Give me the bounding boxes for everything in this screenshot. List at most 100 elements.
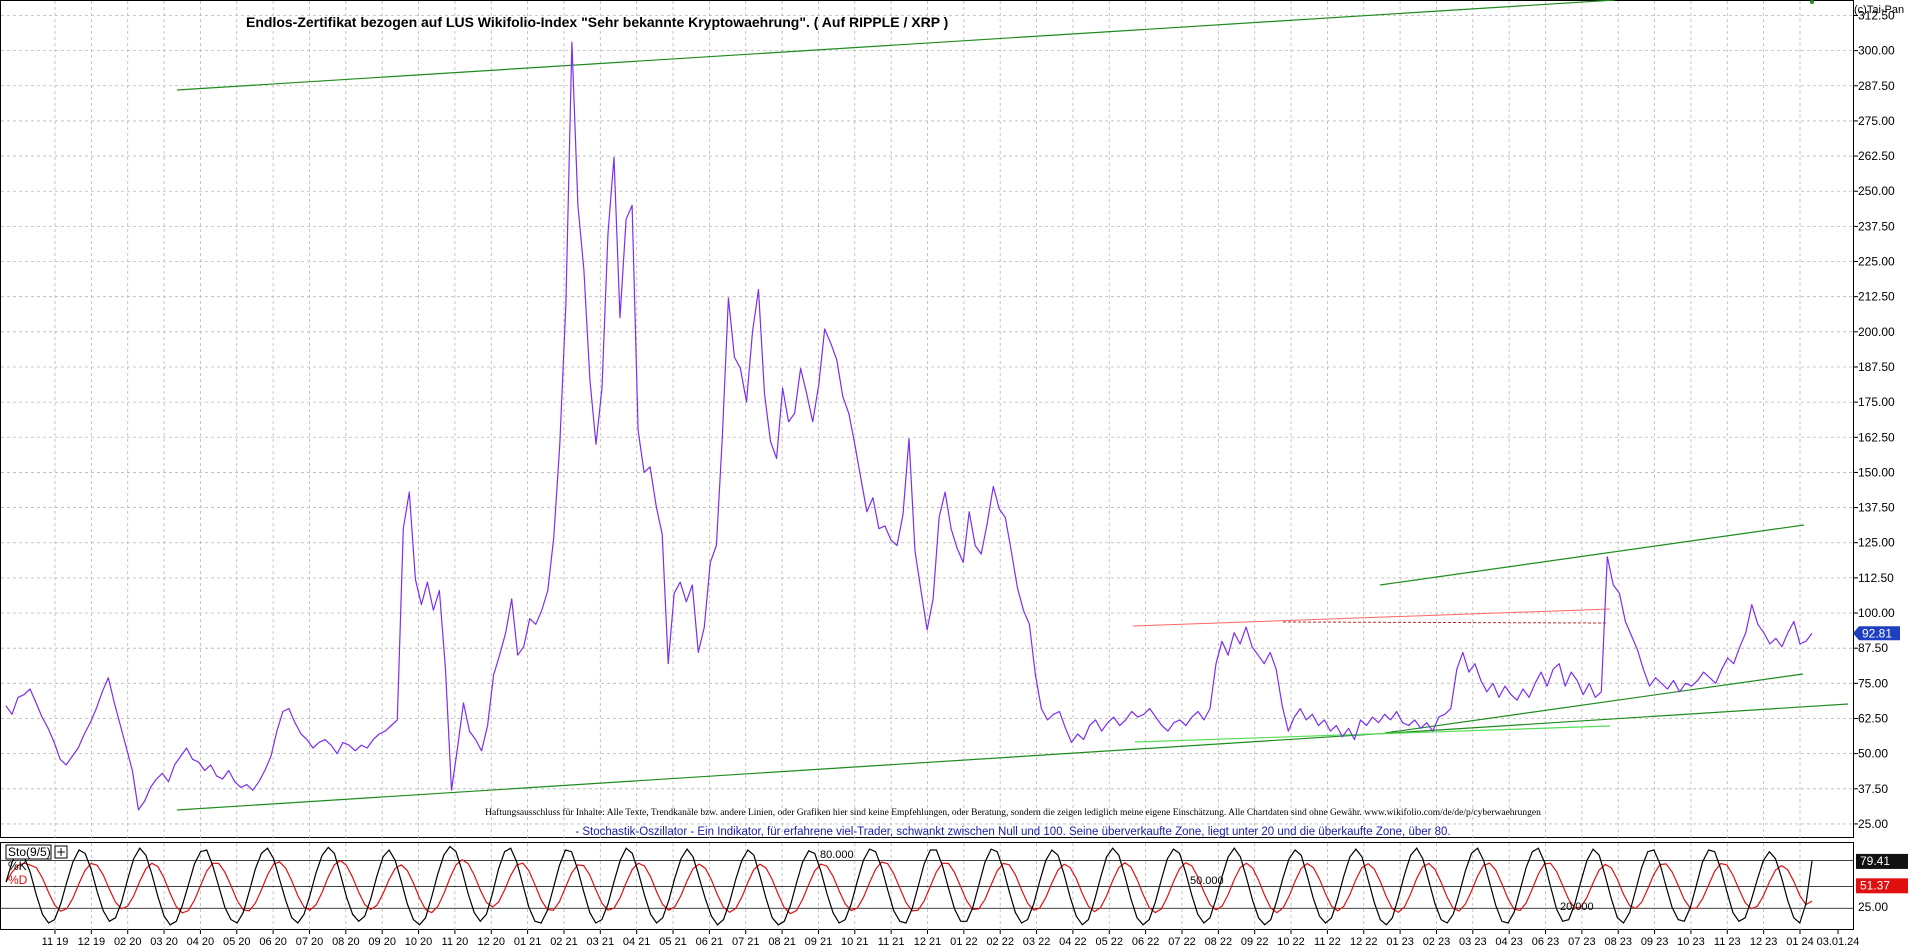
- stoch-legend-k: %K: [8, 859, 27, 873]
- x-tick-label: 04 22: [1059, 936, 1087, 948]
- y-tick-label: 300.00: [1858, 44, 1895, 58]
- x-tick-label: 11 20: [442, 936, 469, 948]
- y-tick-label: 200.00: [1858, 325, 1895, 339]
- price-panel-frame: [0, 0, 1854, 838]
- y-tick-label: 112.50: [1858, 571, 1894, 585]
- y-tick-label: 50.00: [1858, 747, 1888, 761]
- stoch-d-badge: 51.37: [1856, 878, 1908, 894]
- y-tick-label: 100.00: [1858, 606, 1895, 620]
- x-tick-label: 10 20: [405, 936, 433, 948]
- x-tick-label: 03 22: [1023, 936, 1051, 948]
- x-tick-label: 12 21: [914, 936, 942, 948]
- trend-channel-bottom: [1384, 673, 1804, 734]
- trend-lines: [176, 0, 1849, 811]
- x-tick-label: 07 23: [1568, 936, 1596, 948]
- stoch-d-value: 51.37: [1860, 878, 1890, 892]
- stoch-d-badge-shape: [1856, 878, 1908, 894]
- y-tick-label: 37.50: [1858, 782, 1888, 796]
- stoch-d-line: [5, 858, 1813, 915]
- x-tick-label: 03 23: [1459, 936, 1487, 948]
- y-tick-label: 287.50: [1858, 79, 1895, 93]
- stoch-k-value: 79.41: [1860, 854, 1890, 868]
- price-line: [5, 41, 1813, 811]
- stoch-legend-d: %D: [8, 873, 28, 887]
- stoch-panel-frame: [0, 842, 1854, 930]
- x-tick-label: 03.01.24: [1817, 936, 1860, 948]
- y-tick-label: 150.00: [1858, 465, 1895, 479]
- support-line-light: [1134, 725, 1611, 743]
- x-tick-label: 01 21: [514, 936, 542, 948]
- x-tick-label: 05 20: [223, 936, 251, 948]
- x-tick-label: 04 21: [623, 936, 651, 948]
- x-tick-label: 04 20: [187, 936, 215, 948]
- x-tick-label: 11 22: [1314, 936, 1341, 948]
- x-tick-label: 06 20: [259, 936, 287, 948]
- y-tick-label: 25.00: [1858, 817, 1888, 831]
- stoch-grid: [1, 843, 1853, 930]
- x-tick-label: 06 21: [696, 936, 724, 948]
- y-tick-label: 187.50: [1858, 360, 1895, 374]
- x-tick-label: 09 23: [1641, 936, 1669, 948]
- x-tick-label: 05 21: [659, 936, 687, 948]
- trend-channel-top: [1379, 524, 1805, 586]
- stochastic-note: - Stochastik-Oszillator - Ein Indikator,…: [575, 826, 1450, 838]
- x-tick-label: 01 24: [1786, 936, 1814, 948]
- y-tick-label: 312.50: [1858, 8, 1895, 22]
- x-tick-label: 12 20: [477, 936, 505, 948]
- x-tick-label: 12 22: [1350, 936, 1378, 948]
- x-tick-label: 11 21: [878, 936, 905, 948]
- x-tick-label: 11 19: [42, 936, 69, 948]
- stoch-legend: Sto(9/5) + %K %D: [5, 844, 68, 887]
- grid: [1, 1, 1853, 838]
- stoch-level-80: 80.000: [820, 849, 854, 861]
- x-tick-label: 02 22: [986, 936, 1014, 948]
- x-tick-label: 04 23: [1495, 936, 1523, 948]
- y-tick-label: 250.00: [1858, 184, 1895, 198]
- plus-icon: +: [56, 845, 66, 859]
- resistance-line: [1132, 608, 1611, 627]
- resistance-line-dashed: [1282, 621, 1608, 624]
- stoch-legend-box: [5, 844, 52, 860]
- stoch-k-badge: 79.41: [1856, 853, 1908, 869]
- price-y-axis: 25.00 37.50 50.00 62.50 75.00 87.50 100.00 112.…: [1853, 8, 1895, 831]
- x-tick-label: 03 20: [150, 936, 178, 948]
- x-tick-label: 08 23: [1604, 936, 1632, 948]
- x-tick-label: 01 23: [1386, 936, 1414, 948]
- stoch-legend-title: Sto(9/5): [8, 845, 51, 859]
- x-tick-label: 05 22: [1096, 936, 1124, 948]
- chart-title: Endlos-Zertifikat bezogen auf LUS Wikifo…: [246, 14, 948, 30]
- last-price-badge: 92.81: [1853, 626, 1900, 641]
- x-tick-label: 02 21: [550, 936, 578, 948]
- x-tick-label: 07 22: [1168, 936, 1196, 948]
- trend-line-upper: [176, 0, 1616, 91]
- x-tick-label: 09 22: [1241, 936, 1269, 948]
- x-tick-label: 06 22: [1132, 936, 1160, 948]
- x-tick-label: 03 21: [587, 936, 615, 948]
- x-axis: 11 19 12 19 02 20 03 20 04 20 05 20 06 20 07 20…: [42, 930, 1860, 948]
- y-tick-label: 137.50: [1858, 501, 1895, 515]
- x-tick-label: 08 20: [332, 936, 360, 948]
- y-tick-label: 275.00: [1858, 114, 1895, 128]
- y-tick-label: 162.50: [1858, 430, 1895, 444]
- x-tick-label: 06 23: [1532, 936, 1560, 948]
- y-tick-label: 212.50: [1858, 290, 1895, 304]
- x-tick-label: 10 21: [841, 936, 869, 948]
- y-tick-label: 87.50: [1858, 641, 1888, 655]
- stoch-level-50: 50.000: [1190, 875, 1224, 887]
- x-tick-label: 01 22: [950, 936, 978, 948]
- copyright-label: (c)Tai-Pan: [1854, 4, 1904, 16]
- last-price-value: 92.81: [1862, 626, 1892, 640]
- y-tick-label: 125.00: [1858, 536, 1895, 550]
- x-tick-label: 09 21: [805, 936, 833, 948]
- last-price-badge-shape: [1853, 626, 1900, 641]
- x-tick-label: 10 22: [1277, 936, 1305, 948]
- trend-line-lower: [176, 703, 1849, 811]
- x-tick-label: 08 21: [768, 936, 796, 948]
- stoch-settings-button[interactable]: [54, 845, 68, 859]
- marker-dot: [1810, 0, 1814, 4]
- stoch-ytick-25: 25.00: [1858, 900, 1888, 914]
- stoch-k-badge-shape: [1856, 853, 1908, 869]
- x-tick-label: 07 20: [296, 936, 324, 948]
- x-tick-label: 12 23: [1750, 936, 1778, 948]
